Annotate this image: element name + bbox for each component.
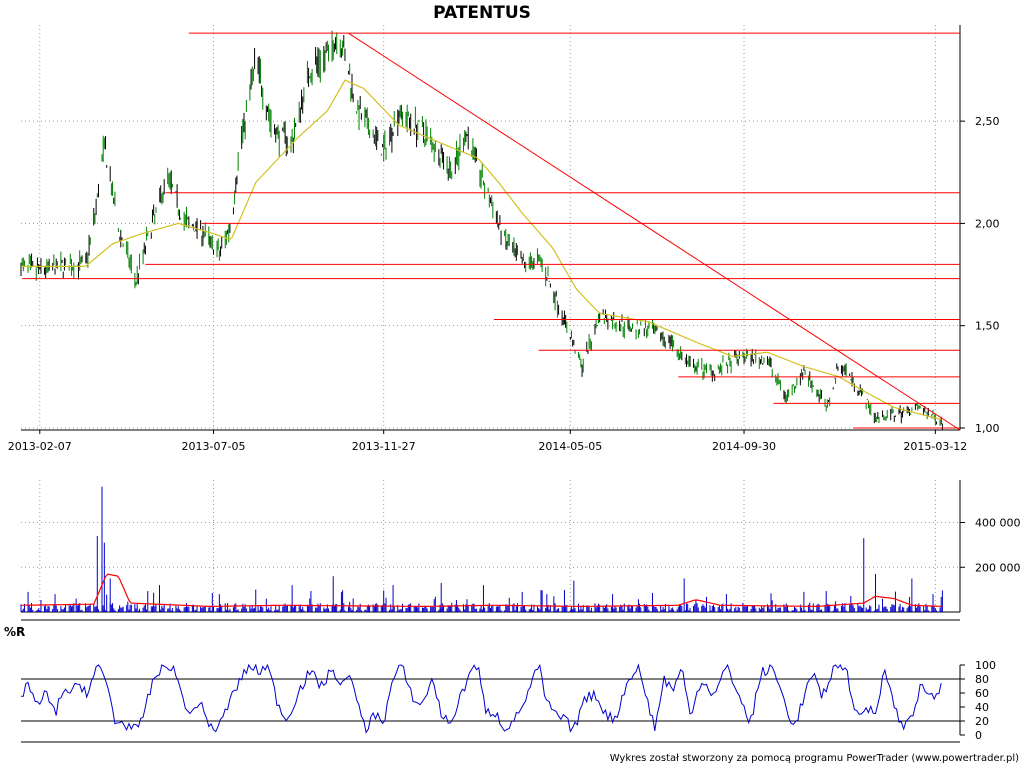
x-tick-label: 2015-03-12	[903, 440, 967, 453]
price-plot-area	[1, 25, 962, 430]
price-bars	[20, 30, 943, 430]
trend-line	[348, 32, 961, 431]
x-tick-label: 2014-05-05	[538, 440, 602, 453]
footer-credit: Wykres został stworzony za pomocą progra…	[610, 753, 1019, 764]
oscillator-tick-label: 20	[975, 715, 989, 728]
volume-bars	[20, 486, 943, 612]
y-tick-label: 2,50	[975, 115, 1000, 128]
oscillator-label: %R	[4, 625, 25, 639]
volume-average-line	[21, 573, 942, 608]
y-tick-label: 1,50	[975, 320, 1000, 333]
y-tick-label: 1,00	[975, 422, 1000, 435]
chart-title: PATENTUS	[433, 3, 531, 23]
oscillator-tick-label: 0	[975, 729, 982, 742]
moving-average-line	[21, 79, 942, 421]
x-tick-label: 2013-02-07	[8, 440, 72, 453]
volume-tick-label: 200 000	[975, 561, 1021, 574]
y-tick-label: 2,00	[975, 217, 1000, 230]
oscillator-tick-label: 40	[975, 701, 989, 714]
oscillator-tick-label: 100	[975, 659, 996, 672]
oscillator-tick-label: 80	[975, 673, 989, 686]
oscillator-line	[21, 663, 942, 734]
oscillator-tick-label: 60	[975, 687, 989, 700]
price-panel: 2013-02-07 2013-07-05 2013-11-27 2014-05-05…	[1, 25, 1000, 453]
x-tick-label: 2014-09-30	[712, 440, 776, 453]
x-tick-label: 2013-11-27	[352, 440, 416, 453]
volume-tick-label: 400 000	[975, 517, 1021, 530]
x-tick-label: 2013-07-05	[182, 440, 246, 453]
volume-panel: 200 000 400 000	[20, 480, 1021, 621]
